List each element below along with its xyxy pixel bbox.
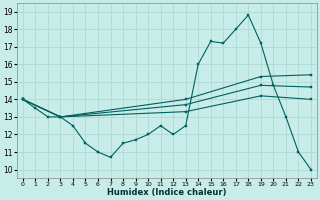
X-axis label: Humidex (Indice chaleur): Humidex (Indice chaleur) [107,188,227,197]
